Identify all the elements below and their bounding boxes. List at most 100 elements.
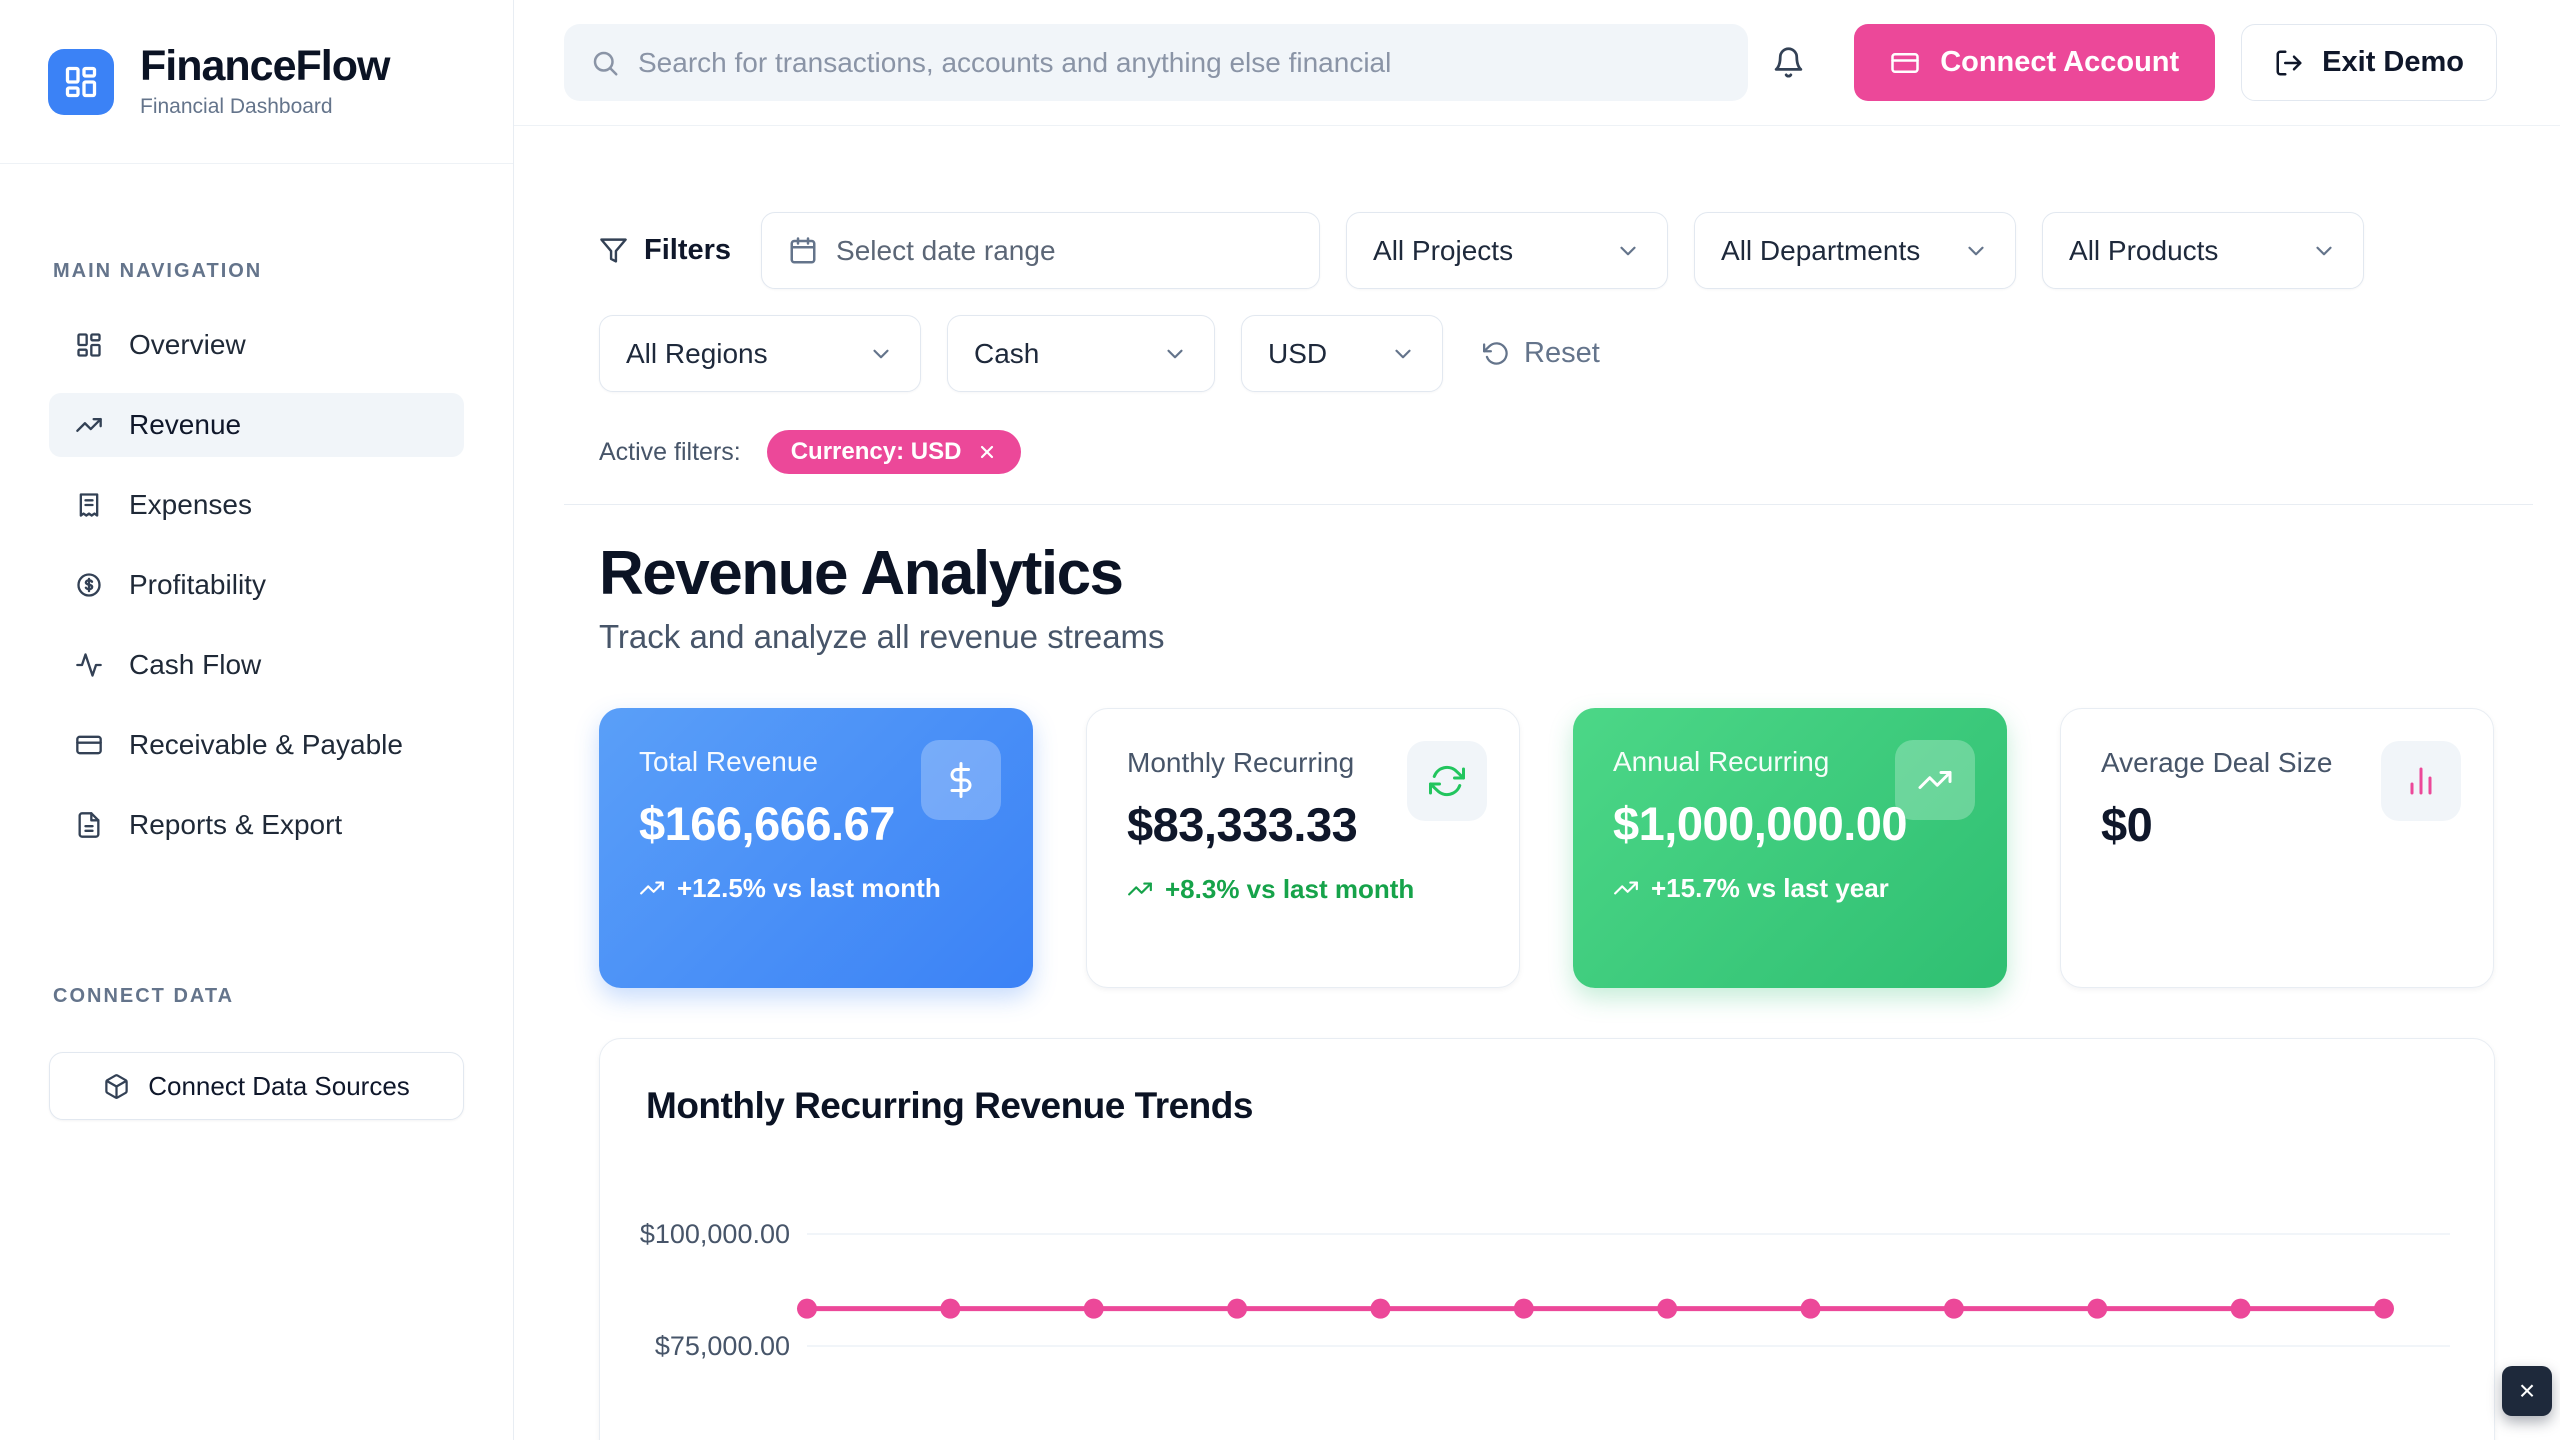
projects-select[interactable]: All Projects (1346, 212, 1669, 289)
active-filters-row: Active filters: Currency: USD (599, 430, 2533, 474)
sidebar-item-overview[interactable]: Overview (49, 313, 464, 377)
grid-icon (75, 331, 103, 359)
currency-select-value: USD (1268, 337, 1328, 369)
connect-section-label: CONNECT DATA (53, 985, 235, 1007)
metric-icon-box (921, 739, 1001, 820)
app-logo (48, 48, 114, 115)
metric-icon-box (1895, 739, 1975, 820)
date-range-input[interactable]: Select date range (761, 212, 1321, 289)
sidebar-item-reports-export[interactable]: Reports & Export (49, 793, 464, 857)
sidebar-item-cash-flow[interactable]: Cash Flow (49, 633, 464, 697)
global-search[interactable] (564, 24, 1748, 101)
sidebar-item-label: Reports & Export (129, 809, 343, 840)
brand-text: FinanceFlow Financial Dashboard (140, 44, 390, 118)
nav-section-label: MAIN NAVIGATION (53, 260, 263, 282)
reset-filters-button[interactable]: Reset (1483, 337, 1600, 370)
active-filter-badge-currency[interactable]: Currency: USD (766, 430, 1022, 474)
refresh-icon (1429, 763, 1465, 799)
cube-icon (103, 1073, 130, 1100)
metric-delta: +8.3% vs last month (1127, 872, 1479, 907)
metric-value: $83,333.33 (1127, 797, 1358, 851)
sidebar-item-label: Revenue (129, 409, 242, 440)
content-area: Filters Select date range All Projects A… (514, 126, 2560, 1440)
search-input[interactable] (638, 46, 1722, 79)
chevron-down-icon (2311, 238, 2337, 264)
logout-icon (2274, 48, 2304, 78)
products-select-value: All Products (2069, 234, 2219, 266)
sidebar-item-label: Expenses (129, 489, 252, 520)
topbar: Connect Account Exit Demo (514, 0, 2560, 126)
funnel-icon (599, 236, 628, 265)
exit-demo-button[interactable]: Exit Demo (2241, 24, 2497, 101)
sidebar-item-label: Cash Flow (129, 649, 262, 680)
chevron-down-icon (1615, 238, 1641, 264)
file-text-icon (75, 811, 103, 839)
metric-label: Monthly Recurring (1127, 746, 1355, 778)
metric-card-average-deal-size: Average Deal Size $0 (2060, 707, 2494, 988)
metric-delta: +12.5% vs last month (639, 871, 993, 906)
filters-label: Filters (599, 234, 735, 267)
mrr-line-chart: $100,000.00 $75,000.00 (640, 1219, 2450, 1361)
sidebar-item-label: Overview (129, 329, 246, 360)
connect-account-label: Connect Account (1940, 46, 2180, 78)
main-navigation: MAIN NAVIGATION Overview Revenue Expense… (0, 164, 513, 873)
exit-demo-label: Exit Demo (2322, 46, 2464, 78)
sidebar-item-receivable-payable[interactable]: Receivable & Payable (49, 713, 464, 777)
sidebar-item-expenses[interactable]: Expenses (49, 473, 464, 537)
regions-select[interactable]: All Regions (599, 315, 921, 392)
trending-up-icon (1917, 762, 1953, 798)
app-tagline: Financial Dashboard (140, 94, 333, 118)
dollar-circle-icon (75, 571, 103, 599)
metric-cards-row: Total Revenue $166,666.67 +12.5% vs last… (599, 707, 2533, 988)
trending-up-icon (75, 411, 103, 439)
chevron-down-icon (1390, 341, 1416, 367)
connect-account-button[interactable]: Connect Account (1854, 24, 2216, 101)
remove-filter-icon[interactable] (977, 442, 997, 462)
notifications-button[interactable] (1772, 46, 1805, 79)
trending-up-icon (1127, 876, 1153, 902)
departments-select[interactable]: All Departments (1694, 212, 2017, 289)
trending-up-icon (639, 875, 665, 901)
wallet-icon (1890, 48, 1920, 78)
metric-value: $0 (2101, 797, 2153, 851)
trending-up-icon (1613, 875, 1639, 901)
metric-label: Annual Recurring (1613, 745, 1830, 777)
page-title: Revenue Analytics (599, 539, 1124, 608)
metric-delta: +15.7% vs last year (1613, 871, 1967, 906)
accounting-basis-value: Cash (974, 337, 1040, 369)
accounting-basis-select[interactable]: Cash (947, 315, 1215, 392)
page-subtitle: Track and analyze all revenue streams (599, 617, 1165, 655)
sidebar-item-revenue[interactable]: Revenue (49, 393, 464, 457)
chevron-down-icon (1963, 238, 1989, 264)
reset-label: Reset (1524, 337, 1600, 369)
metric-icon-box (1407, 740, 1487, 821)
departments-select-value: All Departments (1721, 234, 1921, 266)
receipt-icon (75, 491, 103, 519)
currency-select[interactable]: USD (1241, 315, 1443, 392)
grid-logo-icon (63, 64, 99, 100)
connect-data-section: CONNECT DATA Connect Data Sources (0, 985, 513, 1120)
active-filters-label: Active filters: (599, 437, 741, 466)
dollar-icon (943, 762, 979, 798)
projects-select-value: All Projects (1373, 234, 1514, 266)
metric-value: $1,000,000.00 (1613, 796, 1908, 850)
date-range-placeholder: Select date range (836, 234, 1056, 266)
bell-icon (1772, 46, 1805, 79)
sidebar-item-profitability[interactable]: Profitability (49, 553, 464, 617)
sidebar-item-label: Profitability (129, 569, 266, 600)
metric-label: Average Deal Size (2101, 746, 2333, 778)
overlay-close-button[interactable]: × (2502, 1366, 2552, 1416)
metric-icon-box (2381, 740, 2461, 821)
connect-data-sources-label: Connect Data Sources (148, 1070, 410, 1101)
sidebar-item-label: Receivable & Payable (129, 729, 403, 760)
topbar-actions: Connect Account Exit Demo (1854, 24, 2497, 101)
calendar-icon (788, 236, 818, 266)
credit-card-icon (75, 731, 103, 759)
chart-title: Monthly Recurring Revenue Trends (646, 1084, 1253, 1126)
connect-data-sources-button[interactable]: Connect Data Sources (49, 1052, 464, 1120)
svg-text:$100,000.00: $100,000.00 (640, 1219, 790, 1249)
chevron-down-icon (868, 341, 894, 367)
active-filter-badge-text: Currency: USD (790, 438, 962, 465)
products-select[interactable]: All Products (2042, 212, 2365, 289)
